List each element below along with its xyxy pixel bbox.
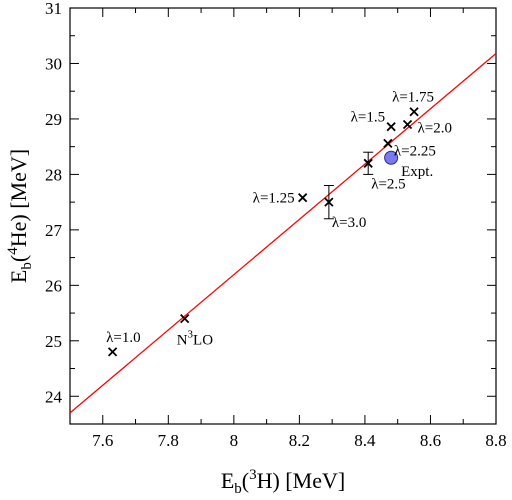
x-axis-title: Eb(3H) [MeV] [221, 467, 345, 497]
expt-label: Expt. [401, 164, 433, 180]
data-point [386, 122, 396, 132]
x-tick-label: 8.8 [485, 431, 506, 450]
point-label: λ=3.0 [332, 215, 366, 231]
data-point [383, 138, 393, 148]
point-label: λ=1.0 [106, 330, 140, 346]
data-point [107, 347, 118, 357]
x-tick-label: 8.2 [289, 431, 310, 450]
fit-line [69, 52, 497, 414]
y-tick-label: 27 [45, 221, 63, 240]
data-point [324, 197, 334, 207]
data-point [363, 158, 373, 168]
data-point [409, 107, 419, 117]
plot-frame [69, 7, 497, 425]
y-axis-title: Eb(4He) [MeV] [5, 149, 35, 283]
expt-point [384, 150, 399, 165]
point-label: λ=2.0 [418, 120, 452, 136]
y-tick-label: 25 [45, 332, 62, 351]
y-tick-label: 30 [45, 54, 62, 73]
data-point [298, 193, 308, 203]
x-tick-label: 8.6 [420, 431, 441, 450]
point-label: λ=1.5 [351, 110, 385, 126]
data-point [402, 119, 413, 130]
x-tick-label: 8.4 [354, 431, 376, 450]
point-label: λ=2.25 [394, 143, 436, 159]
point-label: λ=1.75 [392, 90, 434, 106]
x-tick-label: 7.8 [158, 431, 179, 450]
y-tick-label: 28 [45, 165, 62, 184]
y-tick-label: 26 [45, 276, 62, 295]
x-tick-label: 7.6 [92, 431, 113, 450]
point-label: λ=1.25 [253, 191, 295, 207]
point-label: λ=2.5 [371, 176, 405, 192]
data-point [180, 313, 190, 324]
y-tick-label: 31 [45, 0, 62, 18]
y-tick-label: 29 [45, 110, 62, 129]
x-tick-label: 8 [230, 431, 239, 450]
point-label: N3LO [177, 329, 214, 349]
y-tick-label: 24 [45, 387, 63, 406]
